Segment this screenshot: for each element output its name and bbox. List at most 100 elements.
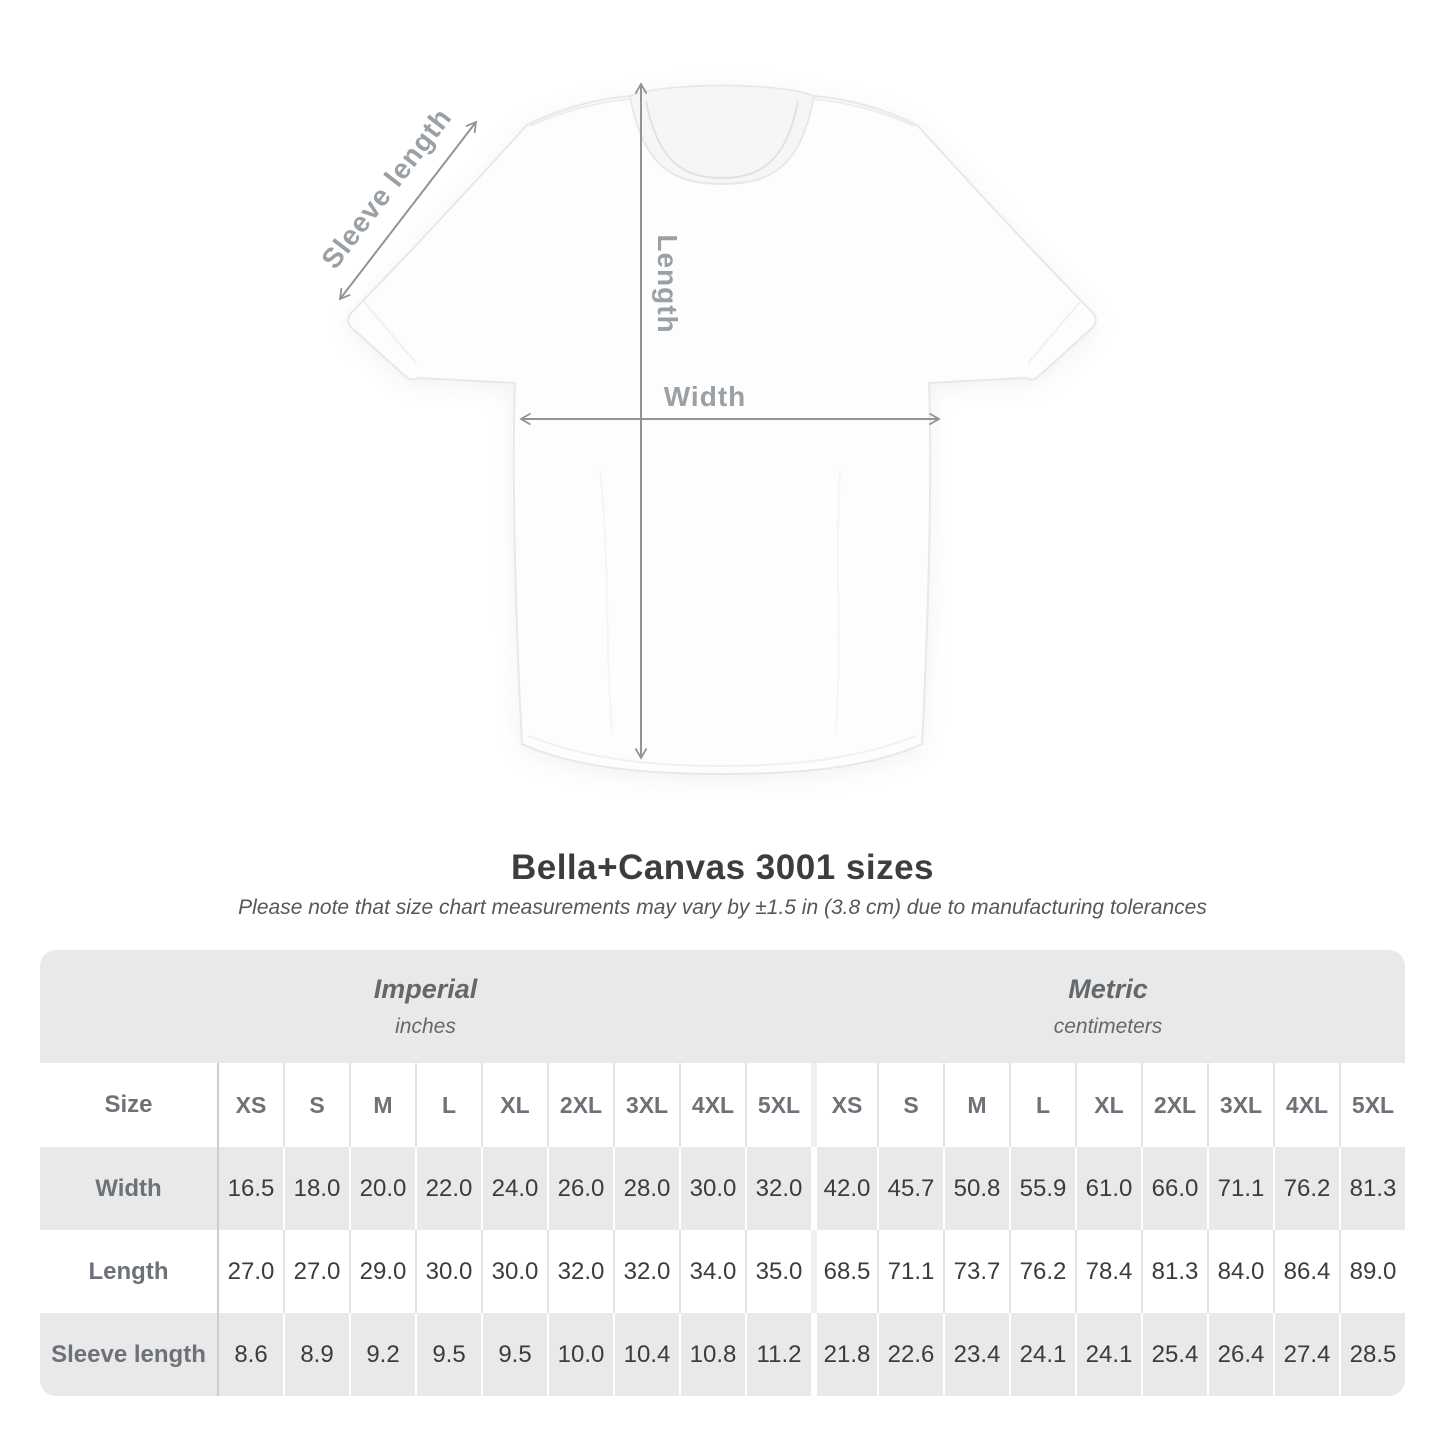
tshirt-graphic [347, 84, 1097, 776]
size-col-header: 5XL [745, 1063, 811, 1147]
tshirt-cuff-seam-left [363, 301, 417, 364]
measurement-cell: 26.4 [1207, 1313, 1273, 1396]
measurement-cell: 27.0 [217, 1230, 283, 1313]
measurement-cell: 20.0 [349, 1147, 415, 1230]
measurement-cell: 42.0 [811, 1147, 877, 1230]
measurement-cell: 66.0 [1141, 1147, 1207, 1230]
width-label: Width [664, 381, 747, 412]
row-label: Length [40, 1230, 217, 1313]
tshirt-measurement-diagram: Sleeve length Length Width [315, 82, 1097, 776]
measurement-cell: 28.5 [1339, 1313, 1405, 1396]
imperial-header: Imperial inches [40, 950, 811, 1063]
row-label: Width [40, 1147, 217, 1230]
size-col-header: XL [481, 1063, 547, 1147]
size-col-header: 5XL [1339, 1063, 1405, 1147]
measurement-cell: 81.3 [1141, 1230, 1207, 1313]
tshirt-shoulder-seam-right [813, 98, 915, 127]
size-col-header: M [349, 1063, 415, 1147]
measurement-cell: 32.0 [547, 1230, 613, 1313]
measurement-cell: 50.8 [943, 1147, 1009, 1230]
measurement-cell: 8.6 [217, 1313, 283, 1396]
size-col-header: 4XL [679, 1063, 745, 1147]
size-col-header: XL [1075, 1063, 1141, 1147]
measurement-cell: 26.0 [547, 1147, 613, 1230]
measurement-cell: 11.2 [745, 1313, 811, 1396]
table-row-sleeve-length: Sleeve length 8.6 8.9 9.2 9.5 9.5 10.0 1… [40, 1313, 1405, 1396]
measurement-cell: 89.0 [1339, 1230, 1405, 1313]
measurement-cell: 10.0 [547, 1313, 613, 1396]
size-col-header: 4XL [1273, 1063, 1339, 1147]
tshirt-wrinkle [835, 469, 841, 731]
measurement-cell: 25.4 [1141, 1313, 1207, 1396]
size-col-header: 2XL [547, 1063, 613, 1147]
measurement-cell: 76.2 [1273, 1147, 1339, 1230]
size-col-header: M [943, 1063, 1009, 1147]
measurement-cell: 27.0 [283, 1230, 349, 1313]
imperial-unit: inches [395, 1015, 456, 1038]
measurement-cell: 9.2 [349, 1313, 415, 1396]
size-col-header: 2XL [1141, 1063, 1207, 1147]
measurement-cell: 78.4 [1075, 1230, 1141, 1313]
metric-header: Metric centimeters [811, 950, 1405, 1063]
size-col-header: S [877, 1063, 943, 1147]
table-row-length: Length 27.0 27.0 29.0 30.0 30.0 32.0 32.… [40, 1230, 1405, 1313]
page-title: Bella+Canvas 3001 sizes [510, 848, 935, 887]
tshirt-body [347, 94, 1097, 776]
measurement-cell: 24.0 [481, 1147, 547, 1230]
unit-header-row: Imperial inches Metric centimeters [40, 950, 1405, 1063]
measurement-cell: 30.0 [481, 1230, 547, 1313]
metric-unit: centimeters [1053, 1015, 1163, 1038]
size-col-header: S [283, 1063, 349, 1147]
measurement-cell: 30.0 [415, 1230, 481, 1313]
measurement-cell: 68.5 [811, 1230, 877, 1313]
size-header-label: Size [40, 1063, 217, 1147]
measurement-cell: 55.9 [1009, 1147, 1075, 1230]
measurement-cell: 10.8 [679, 1313, 745, 1396]
tshirt-wrinkle [599, 469, 613, 731]
measurement-cell: 16.5 [217, 1147, 283, 1230]
tshirt-shoulder-seam-left [529, 98, 631, 127]
measurement-cell: 24.1 [1075, 1313, 1141, 1396]
measurement-cell: 18.0 [283, 1147, 349, 1230]
tolerance-note: Please note that size chart measurements… [238, 896, 1207, 919]
measurement-cell: 28.0 [613, 1147, 679, 1230]
measurement-cell: 8.9 [283, 1313, 349, 1396]
measurement-cell: 32.0 [745, 1147, 811, 1230]
size-chart: Imperial inches Metric centimeters Size … [40, 950, 1405, 1396]
measurement-cell: 81.3 [1339, 1147, 1405, 1230]
measurement-cell: 29.0 [349, 1230, 415, 1313]
measurement-cell: 10.4 [613, 1313, 679, 1396]
measurement-cell: 71.1 [1207, 1147, 1273, 1230]
sleeve-length-arrow [338, 120, 478, 301]
size-col-header: 3XL [613, 1063, 679, 1147]
measurement-cell: 73.7 [943, 1230, 1009, 1313]
measurement-cell: 24.1 [1009, 1313, 1075, 1396]
measurement-cell: 35.0 [745, 1230, 811, 1313]
measurement-cell: 76.2 [1009, 1230, 1075, 1313]
row-label: Sleeve length [40, 1313, 217, 1396]
measurement-cell: 84.0 [1207, 1230, 1273, 1313]
tshirt-cuff-seam-right [1027, 301, 1081, 364]
size-col-header: 3XL [1207, 1063, 1273, 1147]
measurement-cell: 9.5 [481, 1313, 547, 1396]
measurement-cell: 22.6 [877, 1313, 943, 1396]
imperial-label: Imperial [373, 974, 478, 1004]
tshirt-hem-seam [527, 735, 917, 768]
measurement-cell: 71.1 [877, 1230, 943, 1313]
size-col-header: XS [811, 1063, 877, 1147]
size-chart-table: Imperial inches Metric centimeters Size … [40, 950, 1405, 1396]
length-label: Length [652, 234, 683, 333]
tshirt-collar-band [645, 100, 799, 180]
measurement-cell: 9.5 [415, 1313, 481, 1396]
measurement-cell: 86.4 [1273, 1230, 1339, 1313]
table-row-width: Width 16.5 18.0 20.0 22.0 24.0 26.0 28.0… [40, 1147, 1405, 1230]
size-col-header: XS [217, 1063, 283, 1147]
measurement-arrows [338, 82, 941, 760]
measurement-cell: 22.0 [415, 1147, 481, 1230]
measurement-cell: 45.7 [877, 1147, 943, 1230]
measurement-cell: 23.4 [943, 1313, 1009, 1396]
measurement-cell: 61.0 [1075, 1147, 1141, 1230]
measurement-cell: 34.0 [679, 1230, 745, 1313]
size-col-header: L [415, 1063, 481, 1147]
size-col-header: L [1009, 1063, 1075, 1147]
